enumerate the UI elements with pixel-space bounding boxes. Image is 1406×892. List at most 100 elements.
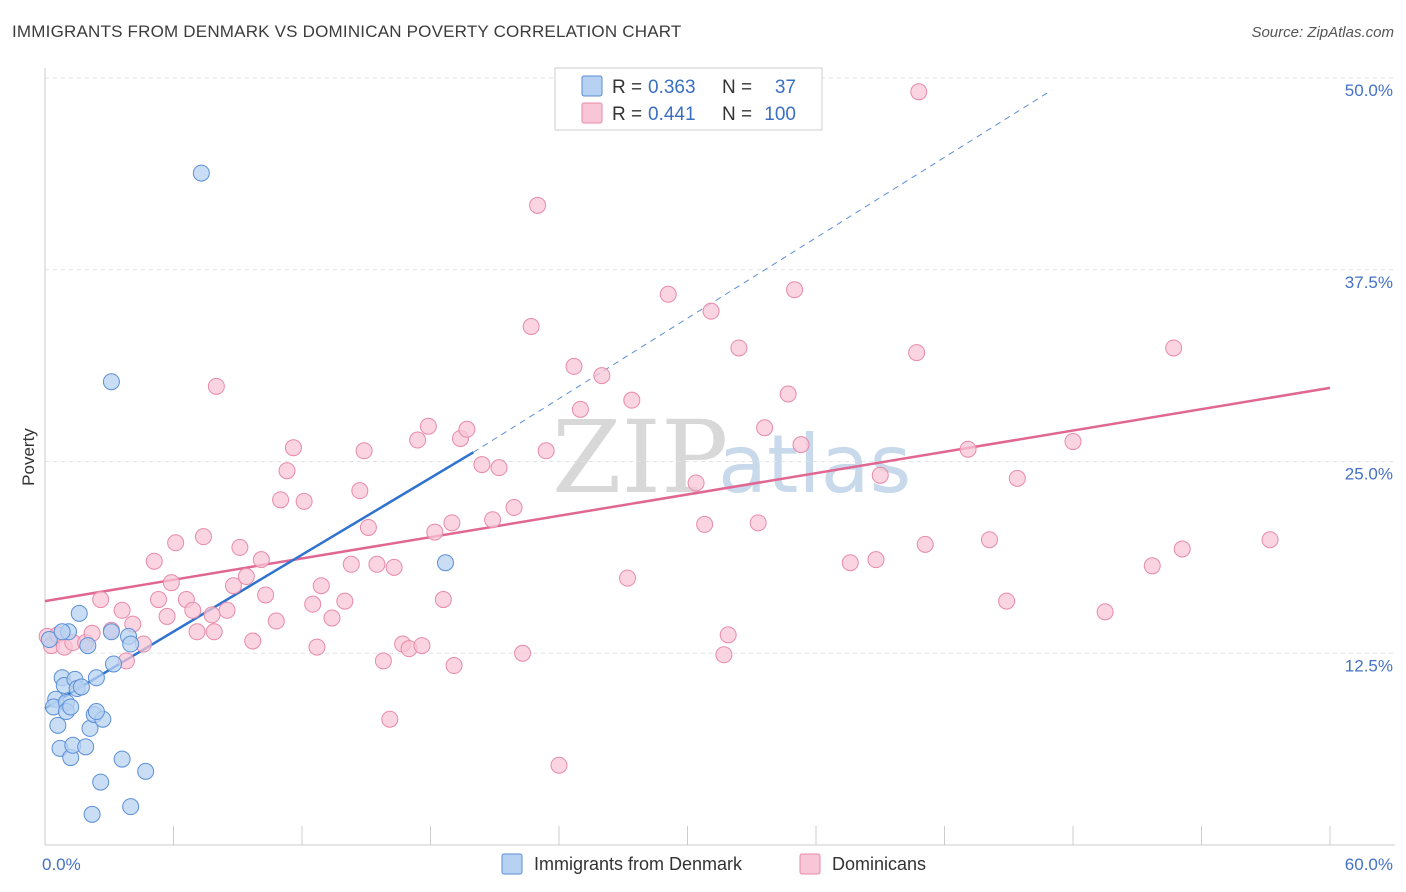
dominican-point xyxy=(381,710,399,728)
dominican-point xyxy=(910,83,928,101)
dominican-point xyxy=(252,551,270,569)
legend-swatch-denmark xyxy=(581,75,603,97)
watermark-zip: ZIP xyxy=(552,399,728,516)
denmark-point xyxy=(113,750,131,768)
denmark-point xyxy=(436,554,454,572)
dominican-point xyxy=(537,442,555,460)
dominican-point xyxy=(359,518,377,536)
denmark-point xyxy=(53,623,71,641)
dominican-point xyxy=(1008,469,1026,487)
dominican-point xyxy=(445,657,463,675)
dominican-point xyxy=(374,652,392,670)
dominican-point xyxy=(188,623,206,641)
dominican-point xyxy=(916,535,934,553)
denmark-point xyxy=(87,703,105,721)
dominican-point xyxy=(550,756,568,774)
legend-swatch-dominicans xyxy=(581,102,603,124)
dominican-point xyxy=(565,357,583,375)
dominican-point xyxy=(779,385,797,403)
y-tick-label: 25.0% xyxy=(1345,465,1393,484)
dominican-point xyxy=(278,462,296,480)
dominican-point xyxy=(730,339,748,357)
dominican-point xyxy=(1143,557,1161,575)
denmark-point xyxy=(192,164,210,182)
dominican-point xyxy=(312,577,330,595)
dominican-point xyxy=(426,523,444,541)
dominican-point xyxy=(786,281,804,299)
dominican-point xyxy=(841,554,859,572)
dominican-point xyxy=(304,595,322,613)
denmark-point xyxy=(87,669,105,687)
denmark-point xyxy=(83,805,101,823)
denmark-trend-extension xyxy=(473,89,1052,453)
dominican-point xyxy=(194,528,212,546)
dominican-point xyxy=(1165,339,1183,357)
dominican-point xyxy=(218,601,236,619)
chart-title: IMMIGRANTS FROM DENMARK VS DOMINICAN POV… xyxy=(12,22,682,41)
dominican-point xyxy=(203,606,221,624)
denmark-point xyxy=(79,637,97,655)
denmark-point xyxy=(105,655,123,673)
tick-labels: 12.5% 25.0% 37.5% 50.0% 0.0% 60.0% xyxy=(42,81,1393,874)
dominican-point xyxy=(484,511,502,529)
series-legend: Immigrants from Denmark Dominicans xyxy=(501,853,926,875)
dominican-point xyxy=(158,607,176,625)
dominican-point xyxy=(207,377,225,395)
y-axis-label: Poverty xyxy=(19,428,38,486)
dominican-point xyxy=(434,591,452,609)
dominican-point xyxy=(224,577,242,595)
dominican-point xyxy=(145,552,163,570)
dominican-point xyxy=(342,555,360,573)
dominican-point xyxy=(167,534,185,552)
dominican-point xyxy=(205,623,223,641)
y-tick-label: 37.5% xyxy=(1345,273,1393,292)
legend-n-label-dominicans: N = xyxy=(722,104,752,125)
denmark-point xyxy=(122,635,140,653)
dominican-point xyxy=(409,431,427,449)
legend-r-label-dominicans: R = xyxy=(612,104,642,125)
legend-n-value-denmark: 37 xyxy=(775,77,796,98)
dominican-point xyxy=(908,344,926,362)
dominican-point xyxy=(871,466,889,484)
dominican-point xyxy=(522,318,540,336)
dominican-point xyxy=(687,474,705,492)
dominican-point xyxy=(257,586,275,604)
x-tick-label-max: 60.0% xyxy=(1345,855,1393,874)
dominican-point xyxy=(792,436,810,454)
dominican-point xyxy=(385,558,403,576)
dominican-point xyxy=(505,499,523,517)
chart-source: Source: ZipAtlas.com xyxy=(1251,24,1394,41)
dominican-point xyxy=(867,551,885,569)
dominican-point xyxy=(458,420,476,438)
y-tick-label: 50.0% xyxy=(1345,81,1393,100)
y-tick-label: 12.5% xyxy=(1345,656,1393,675)
dominican-point xyxy=(308,638,326,656)
dominican-point xyxy=(756,419,774,437)
legend-n-value-dominicans: 100 xyxy=(764,104,796,125)
dominican-point xyxy=(619,569,637,587)
dominican-point xyxy=(1096,603,1114,621)
denmark-point xyxy=(40,630,58,648)
axes xyxy=(44,68,1395,846)
dominican-point xyxy=(92,591,110,609)
dominican-point xyxy=(1064,433,1082,451)
dominican-point xyxy=(113,601,131,619)
stats-legend: R = 0.363 N = 37 R = 0.441 N = 100 xyxy=(554,67,823,131)
dominican-point xyxy=(715,646,733,664)
dominican-point xyxy=(1173,540,1191,558)
dominican-point xyxy=(184,601,202,619)
dominican-point xyxy=(980,531,998,549)
denmark-point xyxy=(77,738,95,756)
series-legend-swatch-dominicans xyxy=(799,853,821,875)
dominican-point xyxy=(413,637,431,655)
legend-r-value-dominicans: 0.441 xyxy=(648,104,696,125)
dominican-point xyxy=(1261,531,1279,549)
denmark-point xyxy=(102,623,120,641)
data-points xyxy=(38,83,1279,823)
denmark-point xyxy=(137,762,155,780)
dominican-point xyxy=(368,555,386,573)
dominican-point xyxy=(571,400,589,418)
dominican-point xyxy=(295,492,313,510)
legend-r-value-denmark: 0.363 xyxy=(648,77,696,98)
series-legend-label-dominicans: Dominicans xyxy=(832,854,926,874)
